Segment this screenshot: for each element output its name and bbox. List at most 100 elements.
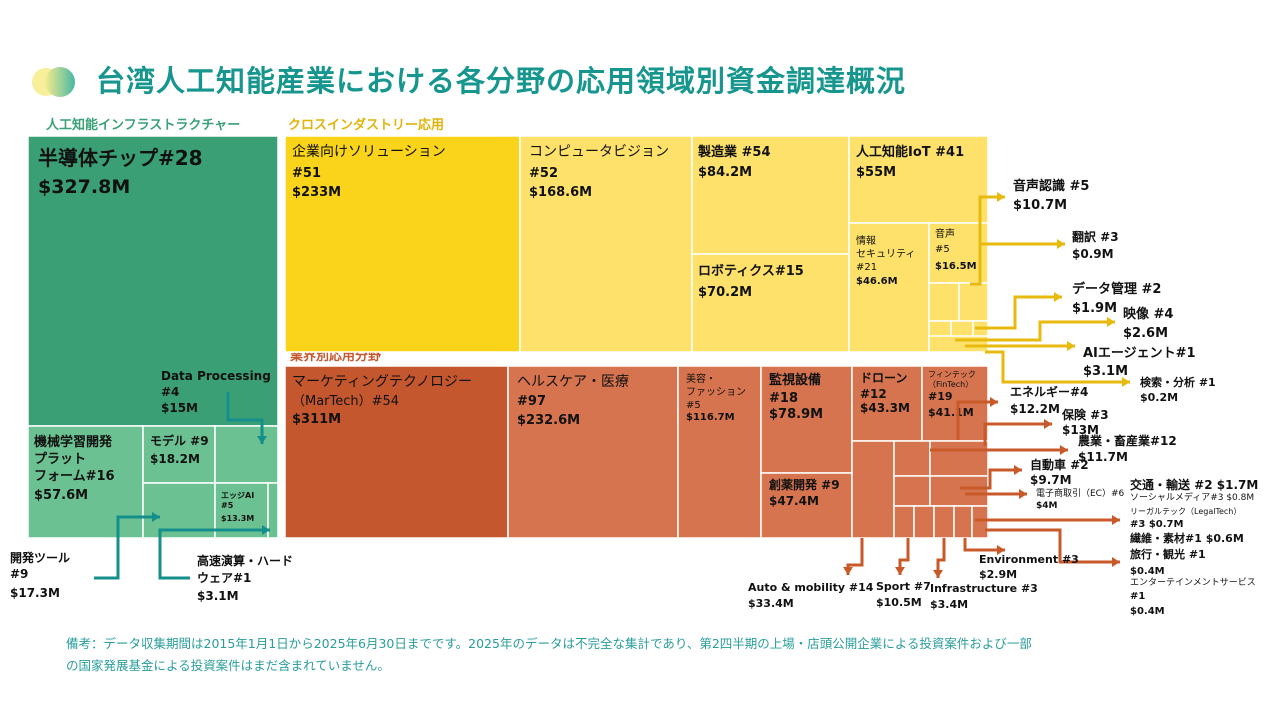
- callout-amount: $3.4M: [930, 598, 968, 611]
- callout-amount: $1.9M: [1072, 301, 1117, 316]
- tile-amount: $84.2M: [698, 165, 752, 180]
- tile-voice: [928, 222, 989, 284]
- tile-cross-small: [928, 282, 960, 322]
- callout-arrow-environment: [963, 538, 1005, 552]
- tile-industry-small: [893, 475, 931, 507]
- callout-amount: $4M: [1036, 501, 1058, 511]
- callout-amount: $15M: [161, 401, 198, 415]
- footnote-line-1: 備考：データ収集期間は2015年1月1日から2025年6月30日までです。202…: [66, 636, 1032, 651]
- callout-amount: $10.5M: [876, 596, 922, 609]
- tile-label: 人工知能IoT #41: [856, 144, 964, 160]
- tile-amount: $41.1M: [928, 406, 974, 419]
- tile-label: （FinTech）: [928, 380, 973, 389]
- callout-arrow-transport-head: [1112, 515, 1120, 525]
- callout-arrow-misc: [985, 528, 1120, 564]
- tile-label: 監視設備: [769, 372, 821, 388]
- callout-arrow-video-head: [1107, 317, 1115, 327]
- tile-industry-small: [971, 505, 989, 539]
- callout-label: 電子商取引（EC）#6: [1036, 487, 1125, 499]
- tile-label: #5: [935, 244, 950, 255]
- callout-arrow-data-mgmt-head: [1054, 292, 1062, 302]
- tile-amount: $232.6M: [517, 413, 580, 428]
- tile-industry-small: [913, 505, 935, 539]
- callout-amount: $0.9M: [1072, 247, 1114, 261]
- callout-arrow-translation-head: [1057, 239, 1065, 249]
- callout-label: #1: [1130, 591, 1145, 602]
- tile-label: （MarTech）#54: [292, 394, 399, 409]
- callout-arrow-auto-mobility-head: [843, 567, 853, 575]
- tile-label: ファッション: [686, 387, 746, 398]
- tile-amount: $55M: [856, 165, 896, 180]
- callout-amount: $10.7M: [1013, 198, 1067, 213]
- tile-label: ドローン: [860, 371, 907, 385]
- tile-amount: $57.6M: [34, 488, 88, 503]
- tile-industry-small: [893, 505, 915, 539]
- callout-arrow-insurance-head: [1044, 419, 1052, 429]
- callout-label: 繊維・素材#1 $0.6M: [1130, 531, 1244, 545]
- callout-label: 音声認識 #5: [1013, 178, 1089, 194]
- tile-semiconductor: [27, 135, 279, 427]
- tile-label: #52: [529, 166, 558, 181]
- callout-label: #9: [10, 567, 28, 581]
- callout-amount: $12.2M: [1010, 402, 1060, 416]
- tile-label: 機械学習開発: [34, 434, 113, 450]
- tile-healthcare: [507, 365, 679, 539]
- tile-industry-small: [929, 440, 989, 477]
- callout-arrow-infrastructure-head: [933, 570, 943, 578]
- tile-label: セキュリティ: [856, 248, 915, 260]
- callout-label: 保険 #3: [1061, 407, 1109, 422]
- chart-title: 台湾人工知能産業における各分野の応用領域別資金調達概況: [96, 64, 907, 98]
- callout-amount: $17.3M: [10, 586, 60, 600]
- tile-drone: [851, 365, 923, 442]
- tile-amount: $116.7M: [686, 412, 735, 423]
- callout-label: 検索・分析 #1: [1140, 375, 1216, 389]
- tile-aiot: [848, 135, 989, 224]
- callout-arrow-hpc: [158, 528, 270, 580]
- tile-label: #51: [292, 166, 321, 181]
- tile-martech: [284, 365, 509, 539]
- callout-arrow-energy: [956, 400, 998, 440]
- callout-arrow-search: [985, 350, 1130, 384]
- callout-arrow-video: [955, 320, 1115, 342]
- callout-arrow-environment-head: [997, 545, 1005, 555]
- tile-industry-small: [851, 440, 895, 539]
- tile-label: 情報: [856, 234, 876, 247]
- callout-arrow-energy-head: [990, 397, 998, 407]
- callout-label: Data Processing: [161, 369, 271, 383]
- tile-label: エッジAI: [221, 491, 254, 500]
- tile-label: 音声: [935, 227, 955, 240]
- tile-label: 美容・: [686, 372, 716, 385]
- tile-amount: $70.2M: [698, 285, 752, 300]
- tile-label: ロボティクス#15: [698, 263, 804, 279]
- callout-arrow-hpc-head: [262, 525, 270, 535]
- tile-cross-small: [928, 335, 989, 353]
- callout-arrow-misc-head: [1112, 557, 1120, 567]
- tile-amount: $168.6M: [529, 185, 592, 200]
- tile-hpc: [267, 482, 279, 539]
- callout-arrow-insurance: [983, 422, 1052, 446]
- callout-label: ウェア#1: [197, 571, 251, 585]
- tile-label: ヘルスケア・医療: [517, 373, 629, 390]
- callout-amount: $13M: [1062, 423, 1099, 437]
- callout-arrow-dev-tools: [94, 515, 160, 580]
- callout-label: 自動車 #2: [1030, 457, 1089, 472]
- callout-amount: $3.1M: [197, 589, 239, 603]
- group-label-cross: クロスインダストリー応用: [288, 117, 444, 133]
- tile-security: [848, 222, 930, 353]
- tile-label: #18: [769, 391, 798, 406]
- callout-label: ソーシャルメディア#3 $0.8M: [1130, 491, 1254, 503]
- callout-label: 旅行・観光 #1: [1130, 547, 1206, 561]
- tile-label: 製造業 #54: [697, 144, 771, 160]
- tile-industry-small: [953, 505, 973, 539]
- tile-computer-vision: [519, 135, 693, 353]
- tile-label: 企業向けソリューション: [292, 143, 446, 160]
- tile-industry-small: [933, 505, 955, 539]
- callout-arrow-infrastructure: [936, 538, 946, 578]
- tile-label: プラット: [34, 452, 86, 467]
- callout-label: 交通・輸送 #2 $1.7M: [1130, 477, 1258, 492]
- callout-label: AIエージェント#1: [1083, 346, 1196, 361]
- callout-label: 開発ツール: [10, 550, 70, 565]
- callout-amount: $33.4M: [748, 597, 794, 610]
- callout-label: 翻訳 #3: [1072, 229, 1119, 244]
- callout-arrow-speech-head: [997, 192, 1005, 202]
